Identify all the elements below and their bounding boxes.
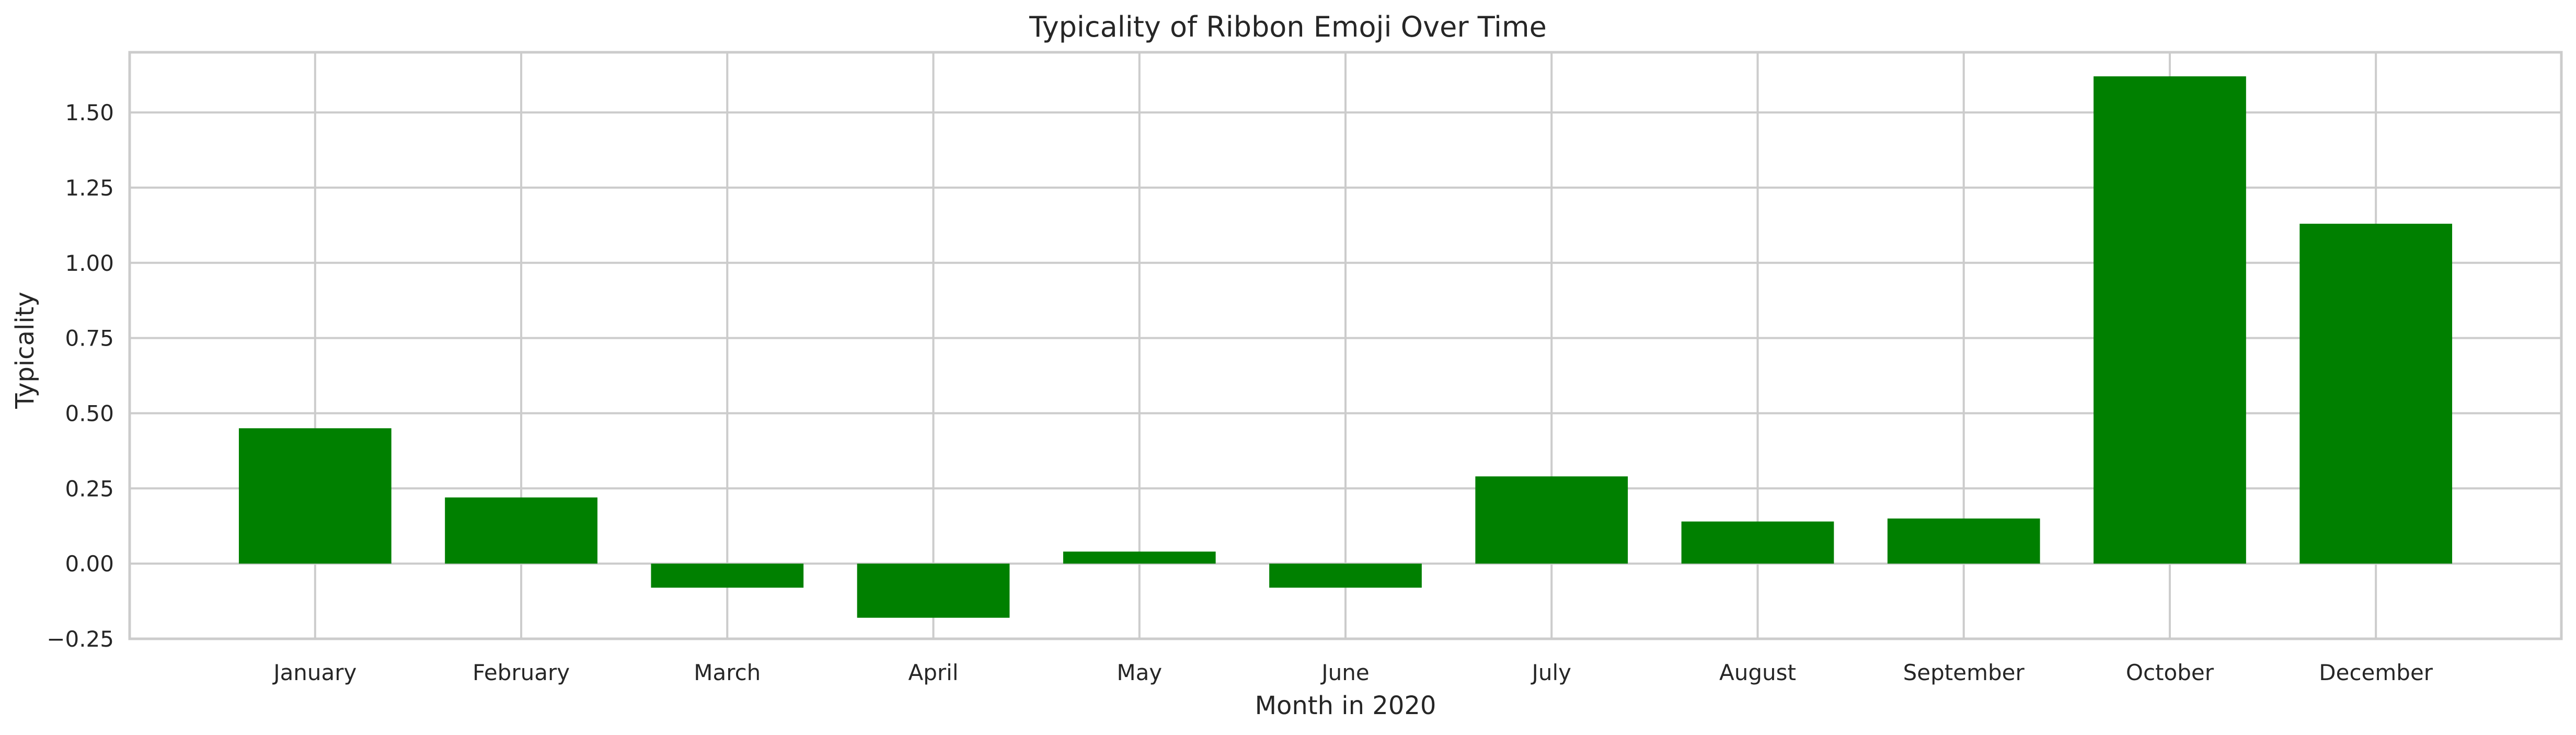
y-tick-label: 0.50 [65, 400, 114, 426]
x-axis-label: Month in 2020 [1255, 691, 1436, 720]
bar-may [1063, 552, 1216, 564]
x-tick-label-june: June [1320, 660, 1369, 685]
bar-february [445, 497, 597, 564]
bar-june [1269, 564, 1422, 588]
x-tick-label-august: August [1719, 660, 1796, 685]
y-axis-label: Typicality [10, 292, 40, 409]
bar-august [1681, 521, 1834, 564]
x-tick-label-january: January [272, 660, 356, 685]
x-tick-label-december: December [2319, 660, 2433, 685]
x-tick-label-september: September [1903, 660, 2025, 685]
y-tick-label: 0.75 [65, 326, 114, 351]
y-tick-label: 0.00 [65, 551, 114, 577]
y-tick-label: 1.50 [65, 100, 114, 125]
x-tick-label-may: May [1117, 660, 1162, 685]
bar-october [2094, 76, 2246, 564]
y-tick-label: 1.00 [65, 250, 114, 276]
x-tick-label-july: July [1530, 660, 1571, 685]
y-tick-label: 0.25 [65, 476, 114, 501]
chart-title: Typicality of Ribbon Emoji Over Time [1029, 10, 1547, 43]
bar-december [2299, 223, 2453, 564]
y-tick-label: −0.25 [47, 626, 114, 652]
plot-frame [128, 51, 2563, 640]
x-tick-label-march: March [694, 660, 761, 685]
bar-april [857, 564, 1010, 618]
x-tick-label-february: February [473, 660, 570, 685]
y-tick-label: 1.25 [65, 175, 114, 201]
x-tick-labels: January February March April May June July Augu… [272, 660, 2433, 685]
x-tick-label-october: October [2126, 660, 2214, 685]
bar-january [238, 428, 392, 564]
x-tick-label-april: April [908, 660, 959, 685]
bar-september [1887, 518, 2040, 564]
y-tick-labels: −0.25 0.00 0.25 0.50 0.75 1.00 1.25 1.50 [47, 100, 114, 652]
bar-layer [238, 76, 2453, 618]
bar-july [1475, 476, 1628, 564]
bar-march [651, 564, 804, 588]
